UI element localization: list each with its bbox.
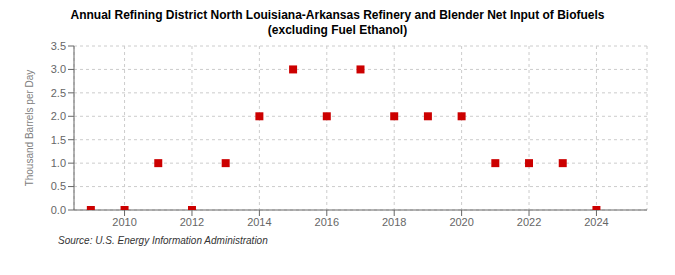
svg-text:1.5: 1.5	[51, 134, 66, 146]
svg-text:2014: 2014	[247, 216, 271, 228]
svg-text:2022: 2022	[517, 216, 541, 228]
svg-text:2012: 2012	[180, 216, 204, 228]
svg-text:2.0: 2.0	[51, 110, 66, 122]
svg-text:2024: 2024	[584, 216, 608, 228]
svg-text:Thousand Barrels per Day: Thousand Barrels per Day	[24, 70, 35, 187]
svg-text:2018: 2018	[382, 216, 406, 228]
svg-text:1.0: 1.0	[51, 157, 66, 169]
html-text:(excluding Fuel Ethanol): (excluding Fuel Ethanol)	[267, 23, 408, 37]
svg-text:2020: 2020	[449, 216, 473, 228]
html-text:Source: U.S. Energy Informatio: Source: U.S. Energy Information Administ…	[58, 235, 268, 246]
html-text:Annual Refining District North: Annual Refining District North Louisiana…	[70, 8, 605, 22]
svg-text:2016: 2016	[315, 216, 339, 228]
svg-text:3.5: 3.5	[51, 40, 66, 52]
svg-text:0.5: 0.5	[51, 180, 66, 192]
svg-text:2010: 2010	[112, 216, 136, 228]
svg-text:0.0: 0.0	[51, 204, 66, 216]
svg-text:3.0: 3.0	[51, 63, 66, 75]
svg-text:2.5: 2.5	[51, 87, 66, 99]
